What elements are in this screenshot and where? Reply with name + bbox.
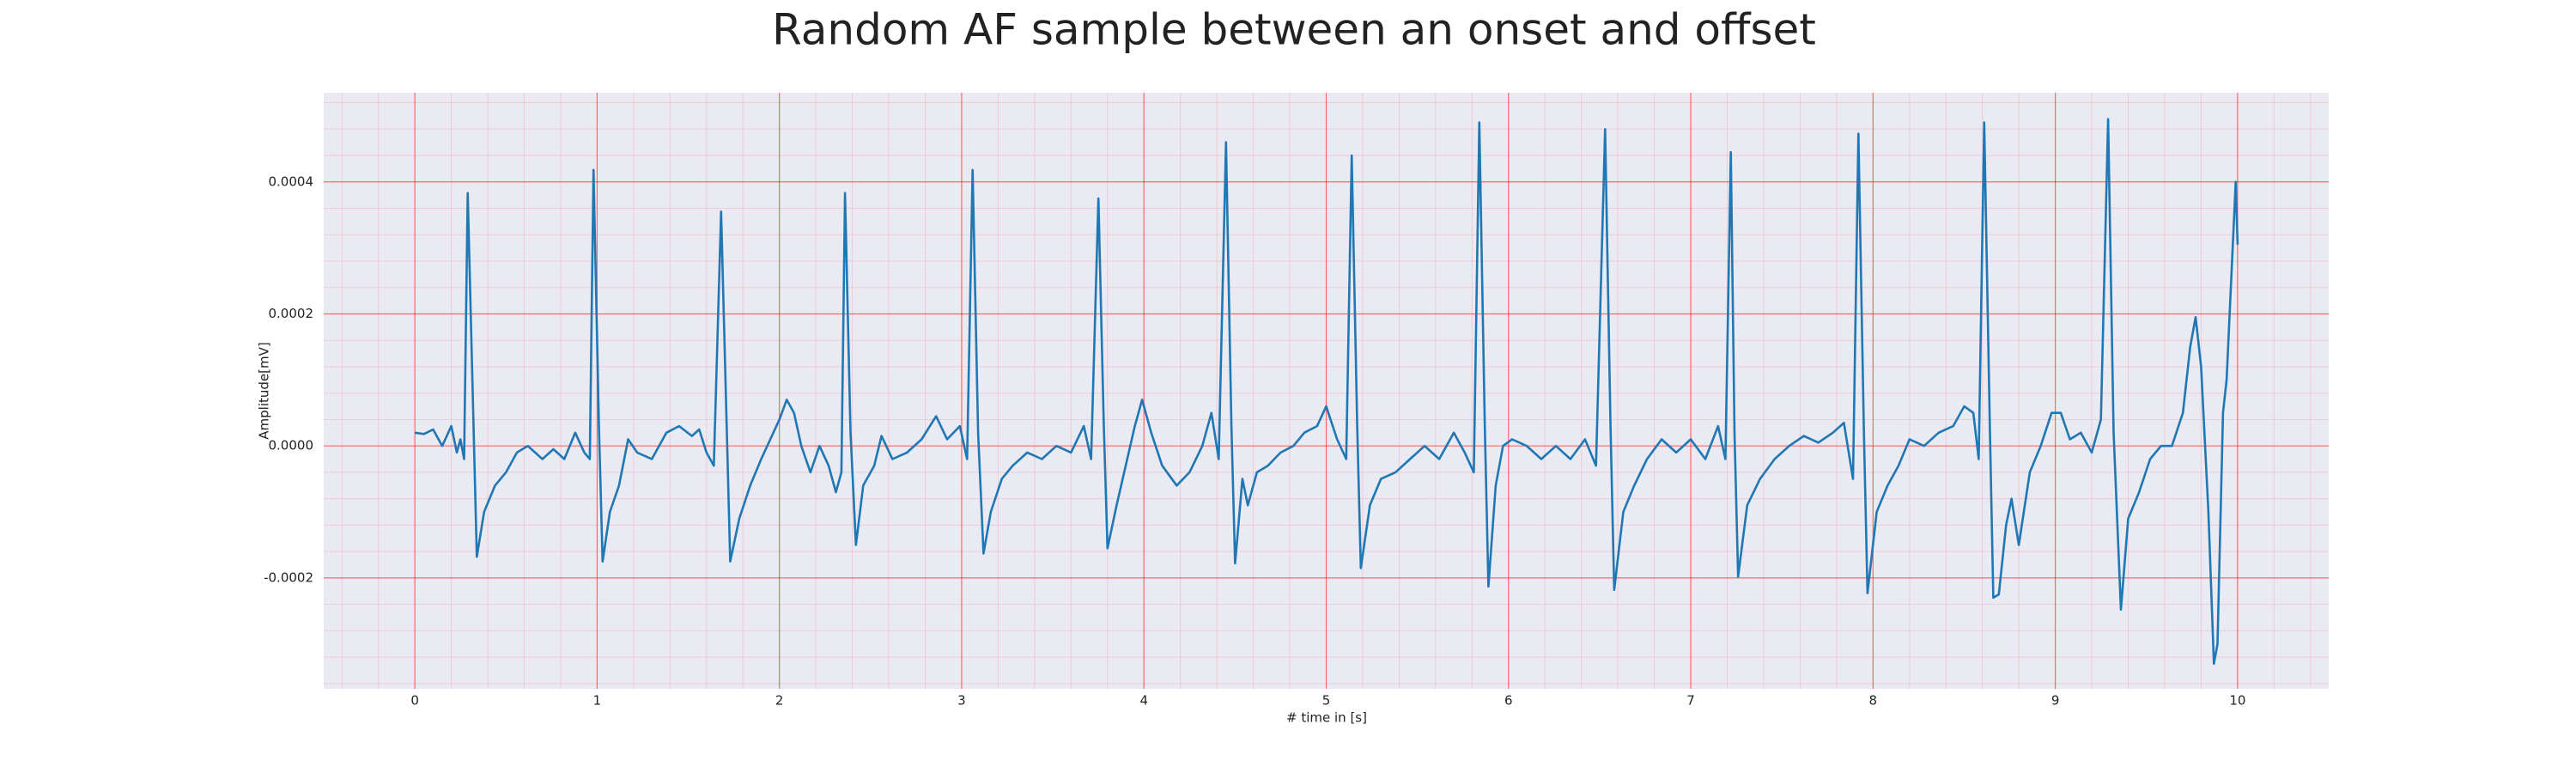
x-tick-label: 7 <box>1686 693 1695 709</box>
signal-line <box>414 118 2239 666</box>
y-axis-label: Amplitude[mV] <box>257 342 272 439</box>
y-tick-label: -0.0002 <box>264 569 313 585</box>
x-tick-label: 0 <box>410 693 419 709</box>
x-tick-label: 8 <box>1869 693 1878 709</box>
y-tick-label: 0.0002 <box>269 306 314 321</box>
chart-title: Random AF sample between an onset and of… <box>772 5 1816 55</box>
x-tick-label: 2 <box>775 693 784 709</box>
y-tick-label: 0.0000 <box>269 438 314 453</box>
x-tick-label: 5 <box>1322 693 1331 709</box>
x-tick-label: 3 <box>957 693 966 709</box>
x-tick-label: 4 <box>1139 693 1148 709</box>
x-tick-label: 6 <box>1504 693 1513 709</box>
x-axis-label: # time in [s] <box>1286 710 1367 726</box>
x-tick-label: 1 <box>593 693 602 709</box>
x-tick-label: 9 <box>2051 693 2060 709</box>
x-tick-label: 10 <box>2229 693 2245 709</box>
y-tick-label: 0.0004 <box>269 173 314 189</box>
